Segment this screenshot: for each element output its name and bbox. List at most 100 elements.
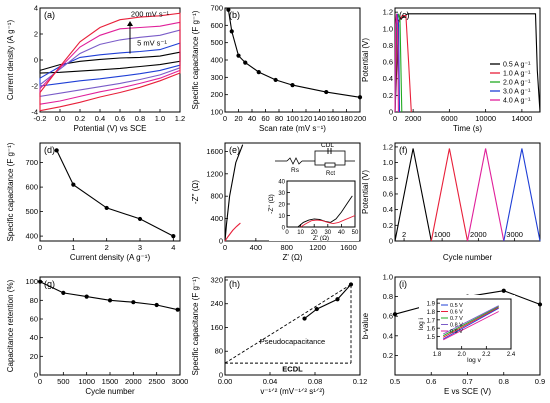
x-tick-label: 30 (324, 230, 331, 236)
y-tick-label: 40 (30, 333, 38, 342)
data-point (236, 53, 241, 58)
y-tick-label: 0 (219, 371, 223, 380)
x-tick-label: 0.0 (55, 114, 65, 123)
x-tick-label: 0.9 (535, 377, 545, 386)
plot-frame (394, 7, 541, 113)
x-tick-label: 2.4 (507, 352, 516, 358)
x-axis-label: Z' (Ω) (283, 253, 303, 262)
y-tick-label: 1.2 (383, 142, 393, 151)
x-tick-label: 2.2 (482, 352, 491, 358)
legend-entry: 0.5 A g⁻¹ (503, 62, 531, 69)
y-tick-label: 40 (278, 180, 285, 186)
y-axis-label: -Z'' (Ω) (191, 180, 200, 204)
y-tick-label: 0 (282, 226, 286, 232)
x-tick-label: 1500 (102, 377, 119, 386)
series-line-0 (394, 148, 432, 242)
y-tick-label: -4 (31, 108, 38, 117)
x-tick-label: 14000 (511, 114, 532, 123)
data-point (290, 83, 295, 88)
y-tick-label: 600 (25, 183, 38, 192)
x-tick-label: 2000 (405, 114, 422, 123)
y-tick-label: 20 (278, 203, 285, 209)
data-point (537, 302, 543, 307)
x-tick-label: 0.4 (95, 114, 105, 123)
y-tick-label: -2 (31, 82, 38, 91)
data-point (226, 7, 231, 12)
y-tick-label: 500 (210, 38, 223, 47)
series-line-1 (430, 148, 469, 242)
data-point (501, 288, 506, 293)
x-tick-label: 3000 (172, 377, 189, 386)
x-tick-label: 0 (38, 243, 42, 252)
x-axis-label: v⁻¹ᐟ² (mV⁻¹ᐟ² s¹ᐟ²) (260, 387, 325, 396)
legend-entry: 0.9 V (450, 329, 463, 335)
x-tick-label: 40 (338, 230, 345, 236)
y-axis-label: Current density (A g⁻¹) (6, 20, 15, 101)
chart-panel-8: 0.5 0.6 0.7 0.8 0.9 0.2 0.4 0.6 0.8 1.0 E vs SCE (… (361, 273, 545, 397)
chart-panel-1: 0 20 40 60 80 100 120 140 160 180 2001002003004005… (191, 4, 366, 134)
y-tick-label: 2 (34, 30, 38, 39)
data-point (131, 300, 136, 305)
x-tick-label: 0 (223, 243, 227, 252)
y-tick-label: 800 (210, 192, 223, 201)
circuit-label-cdl: CDL (321, 142, 334, 149)
panel-label: (g) (44, 279, 55, 289)
x-axis-label: E vs SCE (V) (444, 387, 491, 396)
x-tick-label: 800 (280, 243, 293, 252)
x-tick-label: 2000 (470, 230, 487, 239)
series-line-1 (300, 215, 356, 228)
y-tick-label: 1.0 (383, 24, 393, 33)
y-axis-label: Specific capacitance (F g⁻¹) (191, 276, 200, 375)
ecdl-label: ECDL (282, 364, 303, 373)
x-tick-label: 2.0 (457, 352, 466, 358)
y-tick-label: 400 (210, 56, 223, 65)
x-tick-label: 0.8 (135, 114, 145, 123)
series-line-4 (442, 311, 499, 341)
data-point (324, 89, 329, 95)
legend-entry: 0.7 V (450, 316, 463, 322)
data-point (137, 216, 143, 222)
x-tick-label: 0.12 (353, 377, 368, 386)
y-tick-label: 0 (389, 108, 393, 117)
series-line-3 (39, 21, 181, 105)
plot-frame (39, 142, 181, 242)
y-tick-label: 700 (210, 4, 223, 13)
x-tick-label: 0 (38, 377, 42, 386)
y-tick-label: 200 (210, 90, 223, 99)
series-line-3 (503, 148, 541, 242)
data-point (314, 306, 319, 312)
x-tick-label: 3000 (506, 230, 523, 239)
y-tick-label: 1.6 (427, 327, 436, 333)
series-line-0 (39, 51, 181, 74)
x-axis-label: Z' (Ω) (313, 235, 329, 242)
x-tick-label: 1000 (434, 230, 451, 239)
x-axis-label: Scan rate (mV s⁻¹) (259, 124, 326, 133)
data-point (348, 282, 354, 287)
x-axis-label: Time (s) (453, 124, 482, 133)
x-tick-label: 0 (285, 230, 289, 236)
x-tick-label: 0.08 (308, 377, 323, 386)
data-point (229, 29, 234, 34)
x-tick-label: 1.0 (155, 114, 165, 123)
x-tick-label: 10 (297, 230, 304, 236)
resistor-icon (286, 157, 303, 165)
series-line-0 (442, 307, 499, 340)
x-tick-label: 60 (261, 114, 269, 123)
legend-entry: 1.0 A g⁻¹ (503, 71, 531, 78)
data-point (71, 182, 76, 187)
y-tick-label: 1.9 (427, 302, 436, 308)
inset-chart: 0 10 20 30 40 50 0 10 20 30 40 Z' (Ω) -Z'' (Ω) (268, 177, 359, 242)
x-axis-label: Potential (V) vs SCE (74, 124, 147, 133)
data-point (54, 148, 59, 153)
y-tick-label: 320 (210, 275, 223, 284)
panel-label: (c) (399, 10, 410, 20)
y-tick-label: 30 (278, 191, 285, 197)
y-tick-label: 0.4 (383, 331, 393, 340)
y-tick-label: 160 (210, 323, 223, 332)
data-point (335, 297, 340, 302)
x-tick-label: 20 (234, 114, 242, 123)
annotation-low: 5 mV s⁻¹ (137, 39, 167, 48)
data-point (154, 302, 159, 308)
y-axis-label: b-value (361, 312, 370, 339)
equivalent-circuit: Rs CDL Rct (275, 142, 355, 177)
